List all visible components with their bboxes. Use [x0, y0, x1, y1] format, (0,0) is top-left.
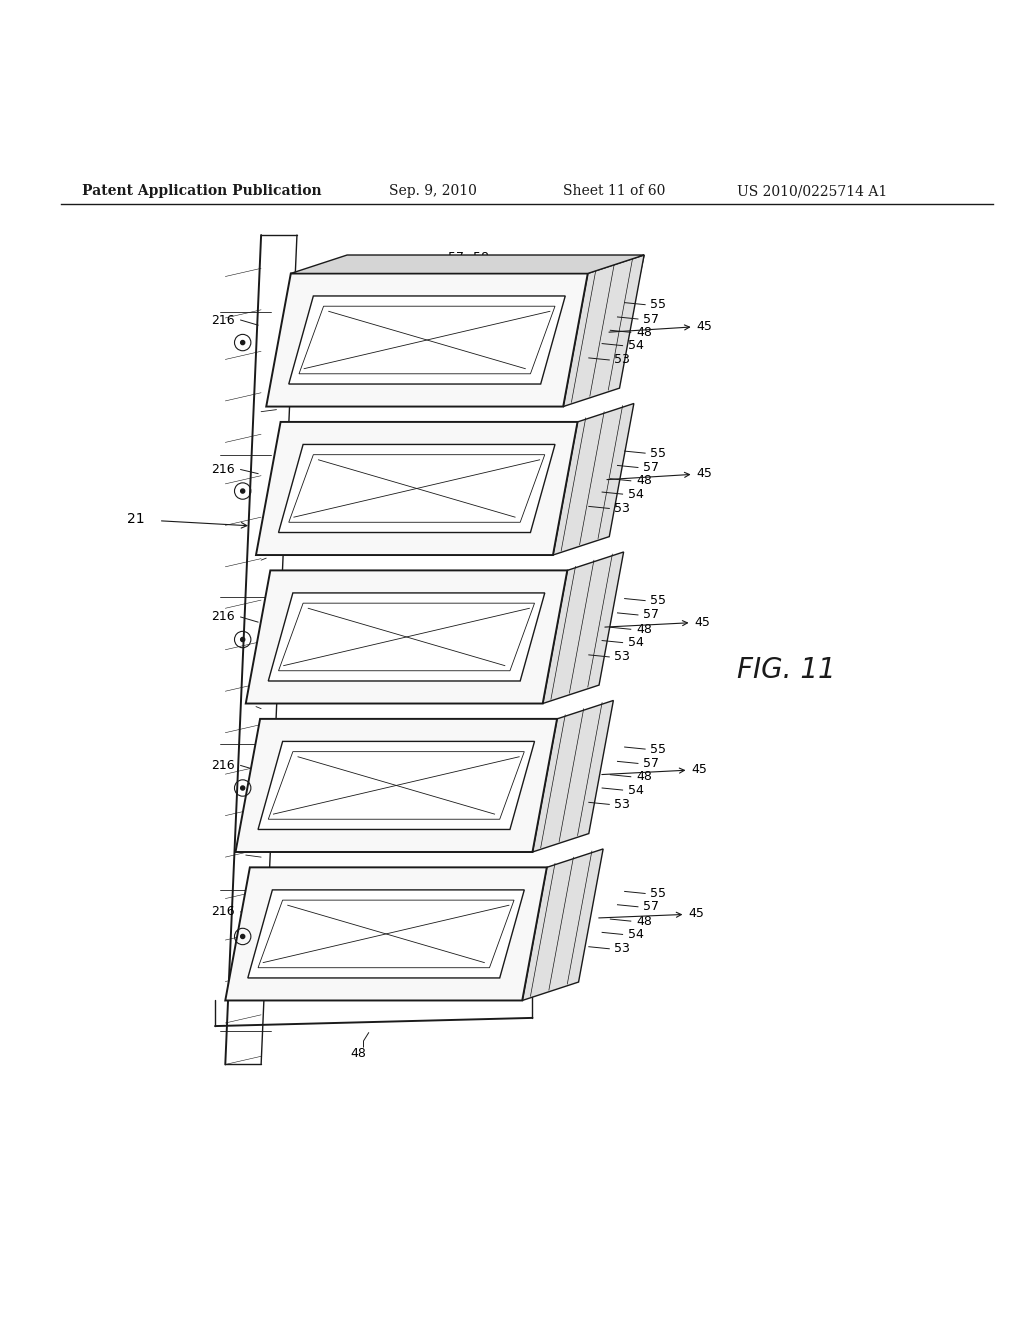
Text: 45: 45	[607, 467, 713, 480]
Circle shape	[241, 935, 245, 939]
Text: Patent Application Publication: Patent Application Publication	[82, 183, 322, 198]
Text: 54: 54	[628, 784, 644, 796]
Text: 59: 59	[562, 260, 579, 273]
Text: 57: 57	[643, 900, 659, 913]
Text: 45: 45	[605, 615, 711, 628]
Polygon shape	[256, 422, 578, 554]
Circle shape	[241, 488, 245, 494]
Text: Sheet 11 of 60: Sheet 11 of 60	[563, 183, 666, 198]
Polygon shape	[268, 593, 545, 681]
Text: 45: 45	[602, 763, 708, 776]
Polygon shape	[289, 296, 565, 384]
Text: 48: 48	[636, 623, 652, 636]
Text: 48: 48	[350, 1047, 367, 1060]
Polygon shape	[299, 306, 555, 374]
Polygon shape	[225, 867, 547, 1001]
Text: 54: 54	[628, 928, 644, 941]
Polygon shape	[279, 603, 535, 671]
Text: 55: 55	[650, 743, 667, 755]
Polygon shape	[543, 552, 624, 704]
Polygon shape	[289, 454, 545, 523]
Text: FIG. 11: FIG. 11	[737, 656, 836, 684]
Circle shape	[241, 341, 245, 345]
Text: 55: 55	[650, 594, 667, 607]
Text: US 2010/0225714 A1: US 2010/0225714 A1	[737, 183, 888, 198]
Text: 53: 53	[614, 651, 631, 664]
Text: 57: 57	[643, 756, 659, 770]
Polygon shape	[258, 900, 514, 968]
Polygon shape	[279, 445, 555, 532]
Text: 57: 57	[447, 251, 464, 264]
Text: 216: 216	[211, 759, 236, 772]
Text: 48: 48	[636, 326, 652, 339]
Text: 19: 19	[371, 256, 387, 269]
Text: 55: 55	[650, 446, 667, 459]
Text: 54: 54	[628, 339, 644, 352]
Polygon shape	[532, 701, 613, 851]
Text: 216: 216	[211, 906, 236, 919]
Text: 58: 58	[473, 251, 489, 264]
Text: 55: 55	[650, 298, 667, 312]
Text: 45: 45	[609, 319, 713, 333]
Polygon shape	[553, 404, 634, 554]
Polygon shape	[236, 719, 557, 851]
Text: 53: 53	[614, 354, 631, 367]
Text: 216: 216	[211, 314, 236, 326]
Polygon shape	[563, 255, 644, 407]
Text: 21: 21	[127, 512, 145, 525]
Polygon shape	[266, 273, 588, 407]
Polygon shape	[522, 849, 603, 1001]
Text: 48: 48	[636, 474, 652, 487]
Circle shape	[241, 638, 245, 642]
Text: 53: 53	[614, 942, 631, 956]
Polygon shape	[258, 742, 535, 829]
Text: 53: 53	[614, 797, 631, 810]
Text: 216: 216	[211, 610, 236, 623]
Text: 48: 48	[636, 915, 652, 928]
Text: 45: 45	[599, 907, 705, 920]
Text: 54: 54	[628, 487, 644, 500]
Text: 55: 55	[650, 887, 667, 900]
Text: 57: 57	[643, 609, 659, 622]
Text: 48: 48	[636, 771, 652, 783]
Polygon shape	[248, 890, 524, 978]
Polygon shape	[268, 751, 524, 820]
Text: 57: 57	[643, 313, 659, 326]
Text: 57: 57	[643, 461, 659, 474]
Polygon shape	[291, 255, 644, 273]
Text: 216: 216	[211, 463, 236, 477]
Polygon shape	[246, 570, 567, 704]
Circle shape	[241, 785, 245, 791]
Polygon shape	[563, 255, 644, 407]
Text: Sep. 9, 2010: Sep. 9, 2010	[389, 183, 477, 198]
Text: 53: 53	[614, 502, 631, 515]
Text: 54: 54	[628, 636, 644, 649]
